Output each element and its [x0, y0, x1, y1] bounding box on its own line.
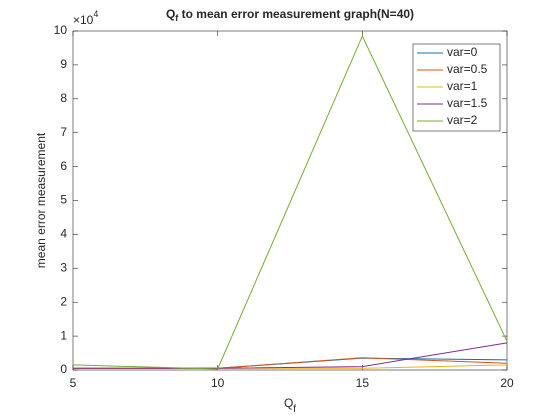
- y-axis-label: mean error measurement: [34, 132, 48, 268]
- y-tick-label: 6: [60, 159, 67, 173]
- y-tick-label: 10: [54, 23, 68, 37]
- y-tick-label: 9: [60, 57, 67, 71]
- legend-label: var=1: [447, 79, 478, 93]
- title-part: Q: [166, 7, 175, 21]
- y-tick-label: 3: [60, 260, 67, 274]
- x-tick-label: 10: [211, 376, 225, 390]
- series-line: [73, 342, 508, 369]
- y-tick-label: 5: [60, 193, 67, 207]
- title-sub: f: [175, 13, 179, 23]
- legend-label: var=1.5: [447, 96, 488, 110]
- x-label-part: Q: [284, 396, 293, 410]
- x-label-sub: f: [293, 404, 296, 415]
- y-tick-label: 7: [60, 125, 67, 139]
- y-tick-label: 4: [60, 227, 67, 241]
- x-axis-label: Qf: [284, 396, 296, 414]
- y-exponent-base: ×10: [73, 13, 94, 27]
- title-part: to mean error measurement graph(N=40): [178, 7, 414, 21]
- x-tick-label: 5: [70, 376, 77, 390]
- chart-title: Qf to mean error measurement graph(N=40): [166, 7, 414, 23]
- y-exponent: ×104: [73, 9, 98, 27]
- y-tick-label: 8: [60, 91, 67, 105]
- y-tick-label: 2: [60, 294, 67, 308]
- legend-label: var=0.5: [447, 62, 488, 76]
- legend-label: var=0: [447, 45, 478, 59]
- x-tick-label: 15: [356, 376, 370, 390]
- legend-label: var=2: [447, 113, 478, 127]
- series-line: [72, 34, 508, 370]
- x-tick-label: 20: [500, 376, 514, 390]
- y-tick-label: 0: [60, 362, 67, 376]
- y-exponent-power: 4: [93, 9, 98, 19]
- y-tick-label: 1: [60, 328, 67, 342]
